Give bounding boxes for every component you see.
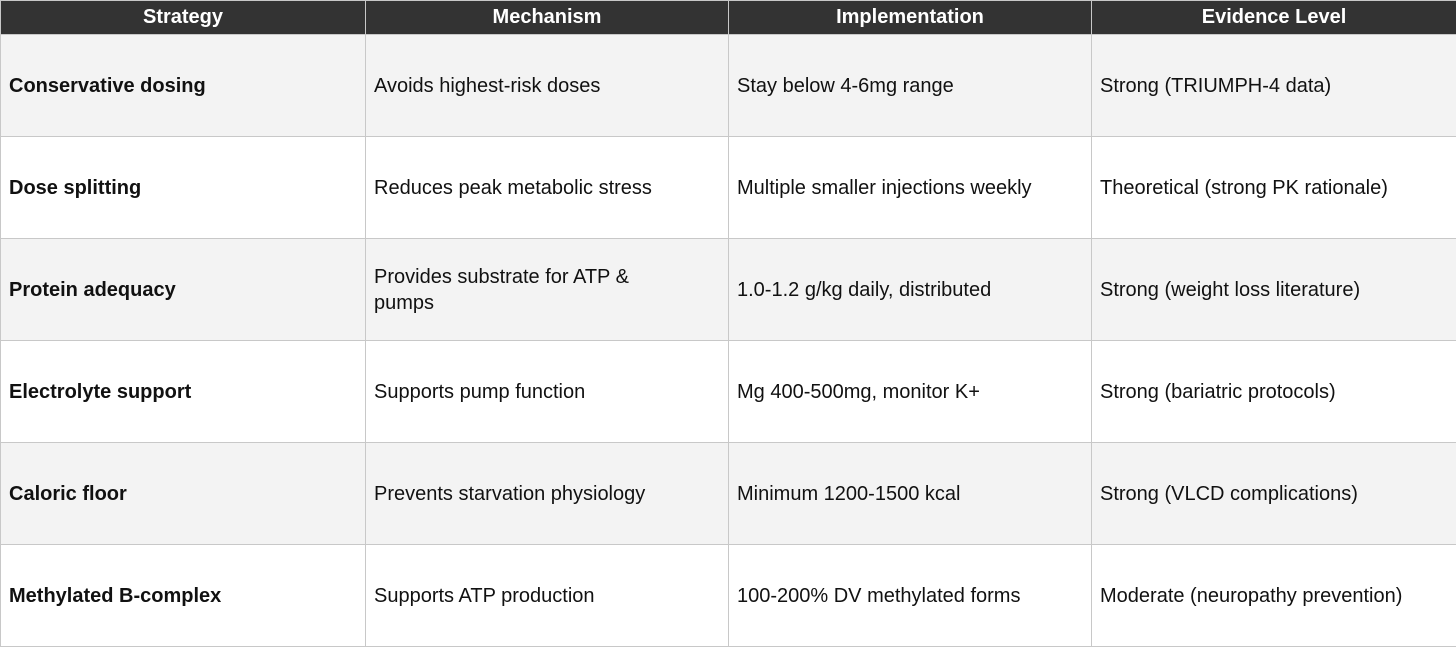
table-body: Conservative dosing Avoids highest-risk d… <box>0 34 1456 647</box>
table-cell: Strong (weight loss literature) <box>1091 238 1456 341</box>
table-cell: Strong (VLCD complications) <box>1091 442 1456 545</box>
strategy-cell: Dose splitting <box>0 136 366 239</box>
table-cell: Mg 400-500mg, monitor K+ <box>728 340 1092 443</box>
table-row: Conservative dosing Avoids highest-risk d… <box>0 34 1456 137</box>
strategy-cell: Electrolyte support <box>0 340 366 443</box>
table-cell: Stay below 4-6mg range <box>728 34 1092 137</box>
header-cell: Mechanism <box>365 0 729 35</box>
table-cell: Minimum 1200-1500 kcal <box>728 442 1092 545</box>
table-cell: Supports pump function <box>365 340 729 443</box>
header-cell: Strategy <box>0 0 366 35</box>
table-cell: Strong (TRIUMPH-4 data) <box>1091 34 1456 137</box>
table-cell: Reduces peak metabolic stress <box>365 136 729 239</box>
table-cell: Strong (bariatric protocols) <box>1091 340 1456 443</box>
table-cell: Avoids highest-risk doses <box>365 34 729 137</box>
table-cell: Provides substrate for ATP & pumps <box>365 238 729 341</box>
table-cell: Prevents starvation physiology <box>365 442 729 545</box>
table-row: Dose splitting Reduces peak metabolic str… <box>0 136 1456 239</box>
strategy-cell: Conservative dosing <box>0 34 366 137</box>
strategy-cell: Methylated B-complex <box>0 544 366 647</box>
table-row: Caloric floor Prevents starvation physiol… <box>0 442 1456 545</box>
table-row: Protein adequacy Provides substrate for A… <box>0 238 1456 341</box>
table-cell: 100-200% DV methylated forms <box>728 544 1092 647</box>
header-row: Strategy Mechanism Implementation Evidence … <box>0 0 1456 35</box>
header-cell: Evidence Level <box>1091 0 1456 35</box>
table-row: Electrolyte support Supports pump functio… <box>0 340 1456 443</box>
table-cell: Multiple smaller injections weekly <box>728 136 1092 239</box>
strategy-cell: Caloric floor <box>0 442 366 545</box>
table-cell: Moderate (neuropathy prevention) <box>1091 544 1456 647</box>
strategy-cell: Protein adequacy <box>0 238 366 341</box>
header-cell: Implementation <box>728 0 1092 35</box>
table-cell: Theoretical (strong PK rationale) <box>1091 136 1456 239</box>
table-cell: 1.0-1.2 g/kg daily, distributed <box>728 238 1092 341</box>
table-row: Methylated B-complex Supports ATP product… <box>0 544 1456 647</box>
table-cell: Supports ATP production <box>365 544 729 647</box>
